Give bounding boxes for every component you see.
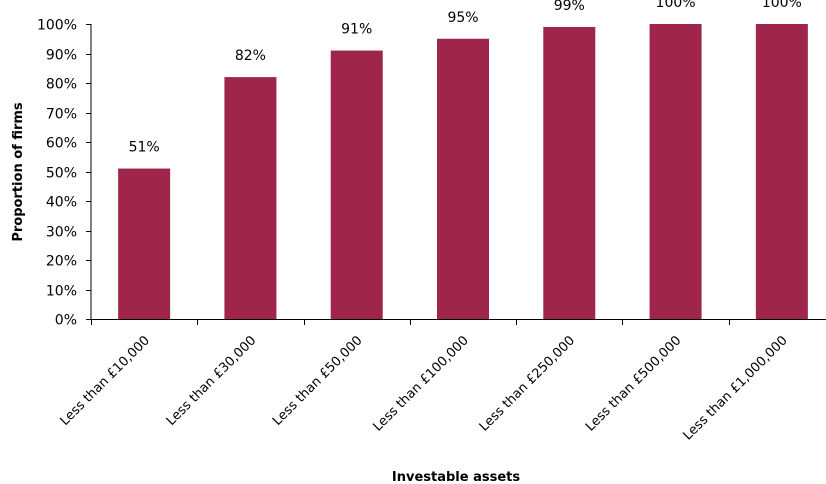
y-tick-label: 30%: [46, 225, 77, 241]
category-label: Less than £1,000,000: [681, 333, 791, 443]
bar: [755, 24, 808, 319]
y-tick-label: 90%: [46, 48, 77, 64]
category-label: Less than £250,000: [477, 333, 578, 434]
data-label: 91%: [341, 22, 372, 38]
bar: [543, 26, 596, 319]
y-tick-label: 50%: [46, 166, 77, 182]
y-tick-label: 70%: [46, 107, 77, 123]
bar: [649, 24, 702, 319]
y-tick-label: 80%: [46, 77, 77, 93]
y-tick-label: 0%: [55, 313, 77, 329]
category-label: Less than £30,000: [164, 333, 260, 429]
bars: [118, 24, 808, 320]
data-label: 99%: [554, 0, 585, 14]
category-label: Less than £50,000: [270, 333, 366, 429]
data-labels: 51% 82% 91% 95% 99% 100% 100%: [129, 0, 802, 156]
y-tick-label: 40%: [46, 195, 77, 211]
y-tick-label: 10%: [46, 284, 77, 300]
bar: [437, 38, 489, 319]
x-axis: [91, 319, 826, 325]
y-axis-title: Proportion of firms: [11, 102, 26, 242]
category-label: Less than £10,000: [57, 333, 153, 429]
bar: [224, 77, 277, 319]
x-axis-title: Investable assets: [392, 470, 520, 484]
bar: [330, 50, 383, 320]
y-axis: 0% 10% 20% 30% 40% 50% 60% 70% 80% 90% 100%: [37, 18, 92, 329]
y-tick-label: 20%: [46, 254, 77, 270]
data-label: 82%: [235, 48, 266, 64]
data-label: 100%: [656, 0, 696, 11]
category-label: Less than £500,000: [583, 333, 684, 434]
y-tick-label: 100%: [37, 18, 77, 34]
y-tick-label: 60%: [46, 136, 77, 152]
category-labels: Less than £10,000 Less than £30,000 Less t…: [57, 333, 790, 443]
data-label: 51%: [129, 140, 160, 156]
bar: [118, 168, 171, 319]
data-label: 95%: [447, 10, 478, 26]
category-label: Less than £100,000: [370, 333, 471, 434]
data-label: 100%: [762, 0, 802, 11]
